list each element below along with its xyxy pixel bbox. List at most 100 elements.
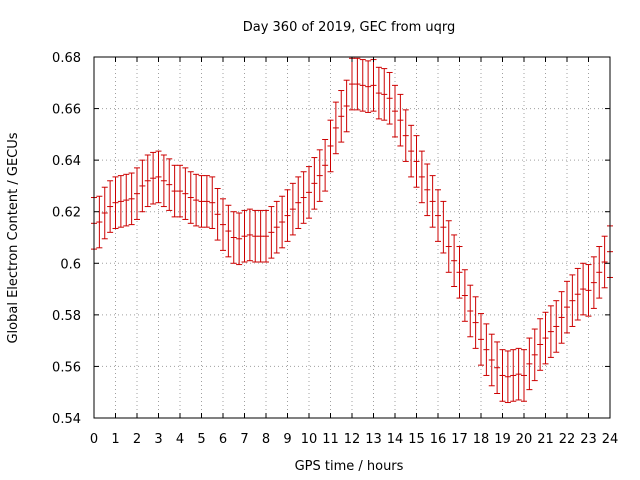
- data-point: [284, 189, 291, 242]
- data-point: [306, 166, 312, 219]
- y-tick-label: 0.54: [52, 412, 81, 427]
- data-point: [252, 209, 259, 263]
- data-point: [236, 212, 243, 266]
- axis-ticks: 0 1 2 3 4 5 6 7 8 9 10 11 12 13 14 15 16 17 18 19 20 21 22 23 24…: [52, 51, 618, 447]
- data-point: [343, 79, 350, 133]
- data-point: [268, 206, 275, 259]
- x-tick-label: 21: [537, 432, 554, 447]
- data-point: [472, 296, 479, 349]
- data-point: [397, 93, 404, 147]
- data-point: [134, 167, 140, 220]
- data-point: [203, 175, 210, 228]
- data-point: [537, 318, 544, 371]
- data-point: [160, 154, 167, 208]
- x-tick-label: 15: [408, 432, 425, 447]
- x-tick-label: 5: [197, 432, 205, 447]
- data-point: [177, 164, 183, 218]
- y-tick-label: 0.58: [52, 309, 81, 324]
- y-tick-label: 0.68: [52, 51, 81, 66]
- data-point: [365, 60, 372, 113]
- data-point: [478, 313, 484, 366]
- data-point: [311, 157, 318, 210]
- data-point: [499, 349, 506, 402]
- data-point: [585, 264, 592, 317]
- data-point: [445, 220, 452, 273]
- data-point: [171, 164, 178, 218]
- data-point: [488, 333, 495, 387]
- data-point: [521, 349, 527, 402]
- data-point: [257, 209, 264, 263]
- data-point: [327, 119, 334, 173]
- data-point: [381, 68, 388, 121]
- x-tick-label: 12: [344, 432, 361, 447]
- y-tick-label: 0.66: [52, 103, 81, 118]
- data-point: [580, 262, 587, 316]
- data-point: [295, 176, 302, 229]
- data-point: [241, 209, 248, 263]
- x-tick-label: 0: [90, 432, 98, 447]
- gec-series: [91, 57, 613, 404]
- data-point: [504, 350, 511, 404]
- x-tick-label: 20: [516, 432, 533, 447]
- data-point: [435, 189, 441, 242]
- data-point: [139, 159, 146, 213]
- data-point: [494, 341, 501, 395]
- grid-lines: [94, 57, 610, 418]
- data-point: [300, 171, 307, 224]
- x-tick-label: 1: [111, 432, 119, 447]
- data-point: [574, 267, 581, 321]
- x-tick-label: 16: [430, 432, 447, 447]
- data-point: [128, 172, 135, 226]
- y-tick-label: 0.64: [52, 154, 81, 169]
- x-tick-label: 18: [473, 432, 490, 447]
- x-tick-label: 17: [451, 432, 468, 447]
- data-point: [322, 139, 329, 192]
- data-point: [590, 256, 597, 309]
- y-tick-label: 0.56: [52, 360, 81, 375]
- data-point: [547, 305, 554, 358]
- chart-title: Day 360 of 2019, GEC from uqrg: [243, 20, 456, 35]
- y-tick-label: 0.62: [52, 206, 81, 221]
- data-point: [214, 188, 221, 241]
- data-point: [429, 175, 436, 228]
- data-point: [123, 173, 130, 227]
- x-tick-label: 2: [133, 432, 141, 447]
- data-point: [289, 182, 296, 236]
- data-point: [392, 84, 398, 138]
- data-point: [515, 347, 522, 401]
- x-tick-label: 23: [580, 432, 597, 447]
- data-point: [144, 154, 151, 208]
- data-point: [564, 280, 570, 334]
- data-point: [553, 300, 560, 353]
- data-point: [402, 109, 409, 162]
- data-point: [279, 195, 286, 249]
- data-point: [359, 59, 366, 112]
- data-point: [225, 204, 232, 258]
- data-point: [483, 323, 490, 376]
- data-point: [467, 284, 474, 338]
- x-tick-label: 11: [322, 432, 339, 447]
- data-point: [569, 274, 576, 327]
- data-point: [332, 101, 339, 155]
- x-tick-label: 7: [240, 432, 248, 447]
- data-point: [112, 176, 119, 229]
- data-point: [558, 291, 565, 344]
- data-point: [273, 200, 280, 254]
- data-point: [451, 234, 458, 287]
- data-point: [424, 163, 431, 217]
- data-point: [349, 57, 355, 111]
- data-point: [166, 158, 173, 211]
- x-tick-label: 4: [176, 432, 184, 447]
- data-point: [193, 173, 200, 227]
- data-point: [418, 150, 425, 204]
- data-point: [531, 328, 538, 382]
- y-tick-label: 0.6: [60, 257, 81, 272]
- x-tick-label: 13: [365, 432, 382, 447]
- data-point: [155, 150, 162, 204]
- x-tick-label: 24: [602, 432, 619, 447]
- data-point: [461, 269, 468, 322]
- data-point: [101, 186, 108, 240]
- x-tick-label: 8: [262, 432, 270, 447]
- data-point: [354, 57, 361, 111]
